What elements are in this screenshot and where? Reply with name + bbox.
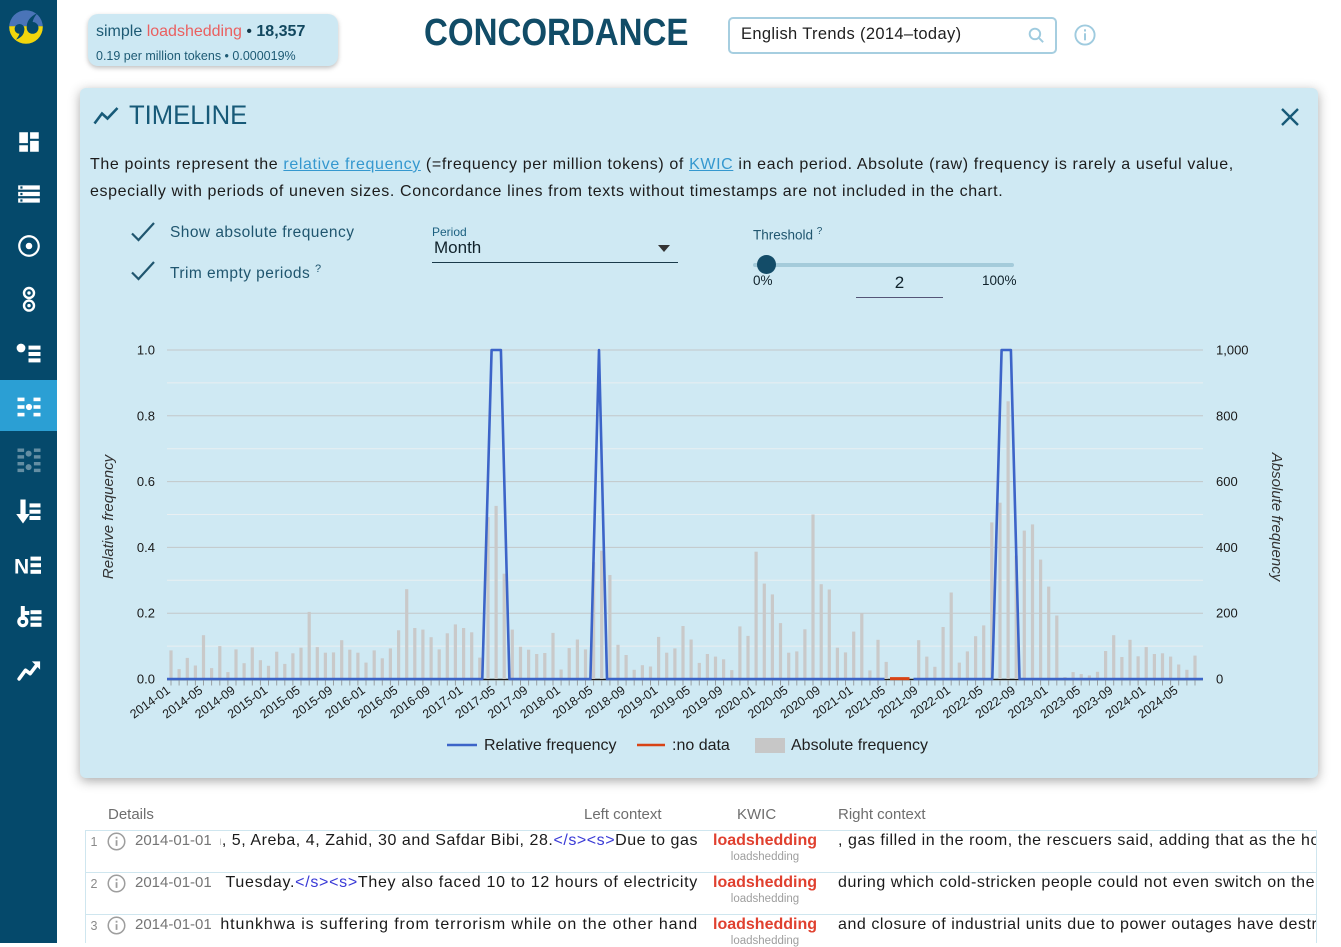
- svg-text::no data: :no data: [672, 737, 730, 754]
- svg-text:600: 600: [1216, 474, 1238, 489]
- svg-text:200: 200: [1216, 606, 1238, 621]
- svg-text:0.6: 0.6: [137, 474, 155, 489]
- svg-text:0.8: 0.8: [137, 408, 155, 423]
- svg-text:Absolute frequency: Absolute frequency: [791, 737, 928, 754]
- svg-text:0.0: 0.0: [137, 672, 155, 687]
- svg-text:0.4: 0.4: [137, 540, 155, 555]
- svg-text:0: 0: [1216, 672, 1223, 687]
- svg-text:800: 800: [1216, 408, 1238, 423]
- svg-text:1,000: 1,000: [1216, 343, 1249, 358]
- svg-text:Absolute frequency: Absolute frequency: [1268, 452, 1285, 583]
- svg-text:400: 400: [1216, 540, 1238, 555]
- svg-text:0.2: 0.2: [137, 606, 155, 621]
- svg-text:N: N: [15, 556, 29, 579]
- svg-text:1.0: 1.0: [137, 343, 155, 358]
- svg-text:Relative frequency: Relative frequency: [100, 453, 117, 579]
- svg-text:Relative frequency: Relative frequency: [484, 737, 617, 754]
